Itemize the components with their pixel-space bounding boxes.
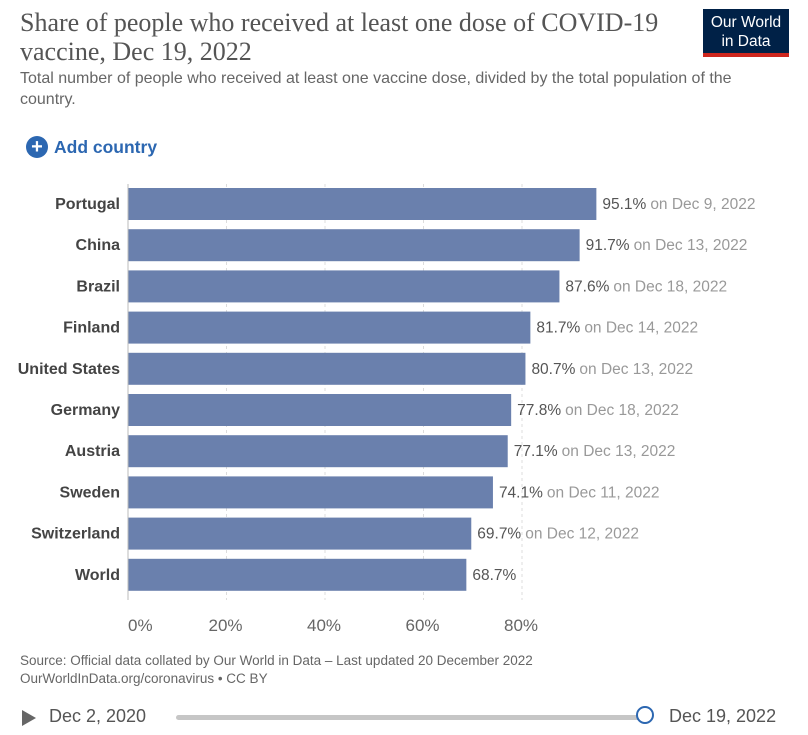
value-text: 77.8%: [517, 402, 561, 419]
value-text: 81.7%: [536, 320, 580, 337]
value-label: 69.7% on Dec 12, 2022: [477, 526, 639, 543]
value-text: 95.1%: [602, 196, 646, 213]
category-label[interactable]: Switzerland: [31, 526, 120, 543]
source-line-1: Source: Official data collated by Our Wo…: [20, 653, 533, 668]
value-text: 91.7%: [586, 237, 630, 254]
add-country-label: Add country: [54, 136, 158, 157]
value-date: on Dec 9, 2022: [650, 196, 755, 213]
timeline-handle[interactable]: [636, 706, 654, 724]
value-text: 69.7%: [477, 526, 521, 543]
bar-chart: 0% 20% 40% 60% 80% Portugal 95.1% on Dec 9, 202…: [18, 184, 755, 635]
bar[interactable]: [128, 517, 472, 550]
value-date: on Dec 18, 2022: [613, 278, 727, 295]
value-label: 87.6% on Dec 18, 2022: [565, 278, 727, 295]
value-label: 77.1% on Dec 13, 2022: [514, 443, 676, 460]
x-tick-label: 40%: [307, 616, 341, 635]
category-label[interactable]: Sweden: [60, 484, 120, 501]
source-line-2[interactable]: OurWorldInData.org/coronavirus • CC BY: [20, 671, 268, 686]
bar[interactable]: [128, 229, 580, 262]
value-text: 77.1%: [514, 443, 558, 460]
value-label: 77.8% on Dec 18, 2022: [517, 402, 679, 419]
category-label[interactable]: Finland: [63, 320, 120, 337]
category-label[interactable]: Germany: [51, 402, 120, 419]
category-label[interactable]: China: [76, 237, 121, 254]
bar[interactable]: [128, 188, 597, 220]
bar[interactable]: [128, 270, 560, 303]
timeline-end-label[interactable]: Dec 19, 2022: [669, 706, 777, 726]
plus-circle-icon: +: [26, 136, 48, 158]
x-tick-label: 80%: [504, 616, 538, 635]
chart-title: Share of people who received at least on…: [20, 8, 659, 66]
bar[interactable]: [128, 352, 526, 385]
category-label[interactable]: United States: [18, 361, 120, 378]
bar[interactable]: [128, 311, 531, 344]
value-date: on Dec 14, 2022: [584, 320, 698, 337]
value-date: on Dec 13, 2022: [562, 443, 676, 460]
x-tick-label: 20%: [209, 616, 243, 635]
value-label: 91.7% on Dec 13, 2022: [586, 237, 748, 254]
value-label: 74.1% on Dec 11, 2022: [499, 484, 660, 501]
value-label: 80.7% on Dec 13, 2022: [531, 361, 693, 378]
timeline-track[interactable]: [176, 715, 646, 720]
value-label: 68.7%: [472, 567, 516, 584]
value-label: 95.1% on Dec 9, 2022: [602, 196, 755, 213]
category-label[interactable]: World: [75, 567, 120, 584]
value-label: 81.7% on Dec 14, 2022: [536, 320, 698, 337]
bar[interactable]: [128, 558, 467, 591]
logo-line-1: Our World: [710, 14, 782, 31]
category-label[interactable]: Portugal: [55, 196, 120, 213]
value-text: 74.1%: [499, 484, 543, 501]
logo-line-2: in Data: [721, 33, 771, 50]
value-date: on Dec 12, 2022: [525, 526, 639, 543]
value-date: on Dec 13, 2022: [634, 237, 748, 254]
bar[interactable]: [128, 394, 512, 426]
value-date: on Dec 11, 2022: [547, 484, 660, 501]
bar[interactable]: [128, 435, 508, 468]
source-note: Source: Official data collated by Our Wo…: [20, 652, 533, 688]
category-label[interactable]: Austria: [65, 443, 120, 460]
x-tick-label: 60%: [406, 616, 440, 635]
bar[interactable]: [128, 476, 493, 509]
timeline-start-label[interactable]: Dec 2, 2020: [49, 706, 147, 726]
add-country-button[interactable]: + Add country: [26, 136, 157, 158]
value-text: 68.7%: [472, 567, 516, 584]
timeline: Dec 2, 2020 Dec 19, 2022: [0, 700, 808, 735]
value-date: on Dec 13, 2022: [579, 361, 693, 378]
play-icon[interactable]: [22, 710, 36, 726]
chart-subtitle: Total number of people who received at l…: [20, 70, 732, 108]
value-text: 80.7%: [531, 361, 575, 378]
owid-logo[interactable]: Our World in Data: [703, 9, 789, 57]
value-date: on Dec 18, 2022: [565, 402, 679, 419]
category-label[interactable]: Brazil: [76, 278, 120, 295]
value-text: 87.6%: [565, 278, 609, 295]
x-tick-label: 0%: [128, 616, 153, 635]
